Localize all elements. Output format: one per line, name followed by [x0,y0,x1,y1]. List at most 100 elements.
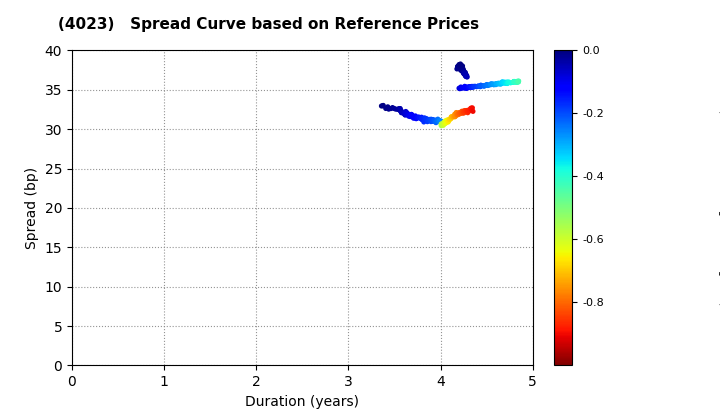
Point [508,78,520,85]
Point [491,80,503,87]
Point [492,80,504,87]
Point [452,64,464,71]
Point [505,79,516,86]
Point [457,68,469,74]
Point [455,62,467,68]
Point [418,115,430,121]
Point [482,82,493,89]
Point [469,83,481,89]
Point [459,107,471,114]
Point [466,83,477,90]
Point [432,117,444,124]
Point [465,84,477,91]
Point [421,116,433,122]
Point [480,82,492,89]
Point [509,79,521,85]
Point [474,83,485,90]
Point [395,107,406,114]
Point [452,63,464,70]
Point [461,84,472,91]
Point [495,81,507,87]
Point [468,84,480,90]
Point [399,110,410,117]
Point [400,112,411,118]
Point [403,112,415,118]
Point [513,78,524,85]
Point [501,79,513,85]
Point [461,85,472,92]
Point [461,108,472,115]
Point [466,84,477,91]
Point [409,114,420,121]
Point [455,62,467,68]
Point [452,63,464,70]
Point [508,79,520,85]
Point [503,79,514,86]
Point [415,115,427,121]
Point [458,108,469,115]
Point [481,81,492,88]
Point [461,73,472,80]
Point [510,79,522,86]
Point [456,85,467,92]
Point [457,68,469,75]
Text: (4023)   Spread Curve based on Reference Prices: (4023) Spread Curve based on Reference P… [58,17,479,32]
Point [396,109,408,116]
Point [395,107,406,113]
Point [477,82,489,89]
Point [459,70,470,76]
Point [460,108,472,114]
Point [452,63,464,70]
Point [459,70,470,77]
Point [456,62,467,69]
Point [423,117,435,123]
Point [458,68,469,75]
Point [438,121,450,127]
Point [405,111,417,118]
Point [395,105,406,112]
Point [411,115,423,121]
Point [458,108,469,114]
Point [410,116,422,122]
Point [455,84,467,90]
Point [490,81,502,88]
Point [457,66,469,73]
Point [497,79,508,85]
Point [462,107,474,114]
Y-axis label: Time in years between 5/2/2025 and Trade Date
(Past Trade Date is given as negat: Time in years between 5/2/2025 and Trade… [718,82,720,333]
Point [492,81,504,87]
Point [508,79,520,85]
Point [461,74,472,80]
Point [444,116,455,123]
Point [451,109,462,116]
Point [461,107,472,114]
Point [467,84,479,90]
Y-axis label: Spread (bp): Spread (bp) [25,167,39,249]
Point [503,79,514,85]
Point [426,118,437,125]
Point [490,80,502,87]
Point [438,122,449,129]
Point [449,113,461,120]
Point [486,81,498,88]
Point [490,81,501,87]
Point [442,119,454,126]
Point [430,117,441,123]
Point [447,114,459,121]
Point [500,80,511,87]
Point [449,111,460,118]
Point [420,116,431,123]
Point [472,83,484,89]
Point [396,109,408,116]
Point [455,67,467,74]
Point [508,79,520,85]
Point [458,67,469,74]
Point [459,72,471,79]
Point [485,81,496,88]
Point [436,121,448,128]
Point [459,69,471,76]
Point [431,119,442,126]
Point [432,116,444,123]
Point [464,83,475,90]
Point [462,84,474,90]
